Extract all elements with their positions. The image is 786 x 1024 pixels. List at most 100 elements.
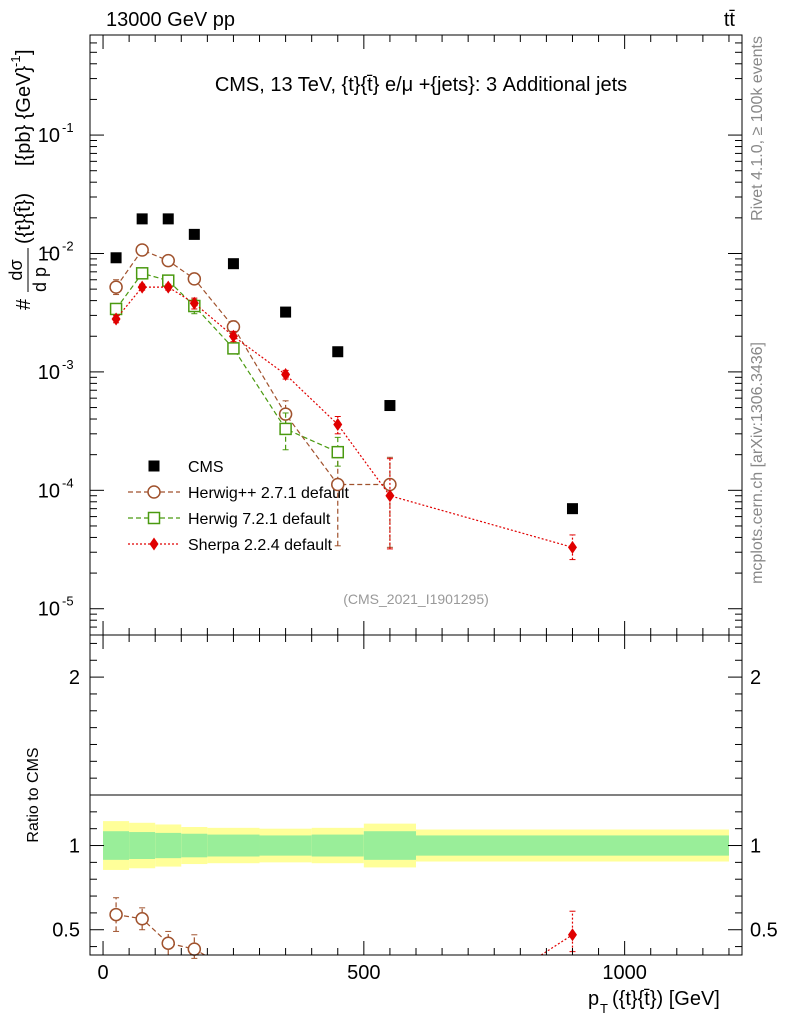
ratio-y-tick-label: 2 (69, 667, 80, 689)
ratio-series-sherpa-2-2-4-default (540, 910, 577, 956)
main-y-tick-mantissa: 10 (38, 480, 60, 502)
data-point (567, 540, 577, 554)
main-y-tick-label: 10 -5 (38, 594, 74, 621)
ratio-y-tick-label-right: 1 (750, 836, 761, 858)
data-point (228, 329, 238, 343)
main-y-tick-mantissa: 10 (38, 362, 60, 384)
legend-label: Sherpa 2.2.4 default (188, 537, 333, 554)
main-y-tick-mantissa: 10 (38, 599, 60, 621)
legend-marker (149, 537, 159, 551)
data-point (135, 267, 149, 280)
data-point (111, 312, 121, 326)
main-axis-ticks: 10-110-210-310-410-5 (38, 35, 742, 636)
data-point (331, 445, 345, 459)
legend-label: Herwig++ 2.7.1 default (188, 485, 350, 502)
legend-label: CMS (188, 459, 224, 476)
data-point (162, 213, 174, 225)
main-y-tick-mantissa: 10 (38, 243, 60, 265)
legend-entry: Sherpa 2.2.4 default (128, 537, 333, 554)
ylabel-subscript: T (41, 248, 55, 256)
main-data-marks (109, 213, 578, 561)
ratio-data-point (161, 936, 175, 950)
data-point (110, 252, 122, 264)
xlabel-p: p (588, 988, 599, 1010)
data-point (384, 400, 396, 412)
x-tick-label: 0 (97, 962, 108, 984)
legend: CMS Herwig++ 2.7.1 default Herwig 7.2.1 de… (128, 459, 350, 554)
header-right: tt̄ (724, 9, 736, 31)
data-point (385, 489, 395, 503)
main-y-axis-label: # dσ d p T ({t}{t̄}) [{pb} {GeV} -1 ] (6, 49, 55, 310)
data-point (109, 280, 123, 294)
data-point (331, 477, 345, 492)
main-y-tick-label: 10 -4 (38, 475, 74, 502)
legend-entry: Herwig++ 2.7.1 default (128, 485, 350, 502)
ylabel-close: ] (13, 49, 35, 55)
data-point (136, 213, 148, 225)
inner-uncertainty-band (103, 831, 130, 860)
main-y-tick-exponent: -5 (62, 594, 74, 609)
watermark: (CMS_2021_I1901295) (343, 591, 489, 607)
ylabel-hash: # (13, 298, 35, 310)
main-y-tick-label: 10 -2 (38, 238, 74, 265)
ylabel-exponent: -1 (8, 55, 23, 67)
data-point (279, 422, 292, 436)
ratio-axis-ticks: 0.5 0.5 1 1 2 2 0 500 1000 (52, 635, 778, 984)
ratio-y-tick-label-right: 0.5 (750, 920, 778, 942)
series-cms (110, 213, 578, 515)
main-y-tick-label: 10 -3 (38, 357, 74, 384)
ylabel-unit: [{pb} {GeV} (13, 66, 35, 166)
data-point (161, 253, 175, 268)
legend-marker (147, 511, 161, 525)
ratio-data-point (135, 912, 149, 926)
series-sherpa-2-2-4-default (111, 280, 577, 561)
ratio-data-point (187, 942, 202, 956)
ratio-y-axis-label: Ratio to CMS (25, 747, 42, 842)
x-axis-label: p T ({t}{t̄}) [GeV] (588, 988, 720, 1016)
main-y-tick-mantissa: 10 (38, 125, 60, 147)
legend-entry: CMS (148, 459, 224, 476)
data-point (188, 228, 200, 240)
legend-marker (148, 460, 160, 472)
header-left: 13000 GeV pp (106, 9, 235, 31)
inner-uncertainty-band (416, 835, 729, 856)
legend-marker (147, 485, 161, 499)
ylabel-paren: ({t}{t̄}) (13, 193, 35, 244)
ratio-y-tick-label: 1 (69, 836, 80, 858)
data-point (281, 368, 291, 382)
main-y-tick-exponent: -2 (62, 238, 74, 253)
inner-uncertainty-band (311, 834, 364, 857)
ylabel-denominator: d p (30, 267, 50, 292)
ratio-y-tick-label: 0.5 (52, 920, 80, 942)
data-point (137, 280, 147, 294)
main-y-tick-exponent: -4 (62, 475, 74, 490)
xlabel-rest: ({t}{t̄}) [GeV] (612, 988, 720, 1010)
x-tick-label: 1000 (602, 962, 647, 984)
ratio-y-tick-label-right: 2 (750, 667, 761, 689)
data-point (163, 280, 173, 294)
inner-uncertainty-band (259, 835, 312, 856)
data-point (333, 417, 343, 431)
data-point (332, 346, 344, 358)
rivet-label: Rivet 4.1.0, ≥ 100k events (749, 36, 766, 221)
inner-uncertainty-band (207, 834, 260, 857)
inner-uncertainty-band (155, 832, 182, 859)
ratio-panel: 0.5 0.5 1 1 2 2 0 500 1000 Ratio to CMS p T ({t}… (25, 634, 778, 1016)
ylabel-numerator: dσ (6, 259, 26, 280)
data-point (189, 296, 199, 310)
mcplots-label: mcplots.cern.ch [arXiv:1306.3436] (749, 342, 766, 584)
legend-entry: Herwig 7.2.1 default (128, 511, 331, 528)
inner-uncertainty-band (363, 831, 416, 860)
main-y-tick-exponent: -1 (62, 120, 74, 135)
data-point (566, 503, 578, 515)
main-y-tick-label: 10 -1 (38, 120, 74, 147)
main-title: CMS, 13 TeV, {t}{t̄} e/μ +{jets}: 3 Addi… (215, 74, 627, 96)
ratio-data-point (567, 928, 577, 942)
ratio-data-point (109, 907, 123, 922)
legend-label: Herwig 7.2.1 default (188, 511, 331, 528)
main-panel: CMS Herwig++ 2.7.1 default Herwig 7.2.1 de… (6, 34, 743, 636)
data-point (280, 306, 292, 318)
inner-uncertainty-band (129, 832, 156, 859)
